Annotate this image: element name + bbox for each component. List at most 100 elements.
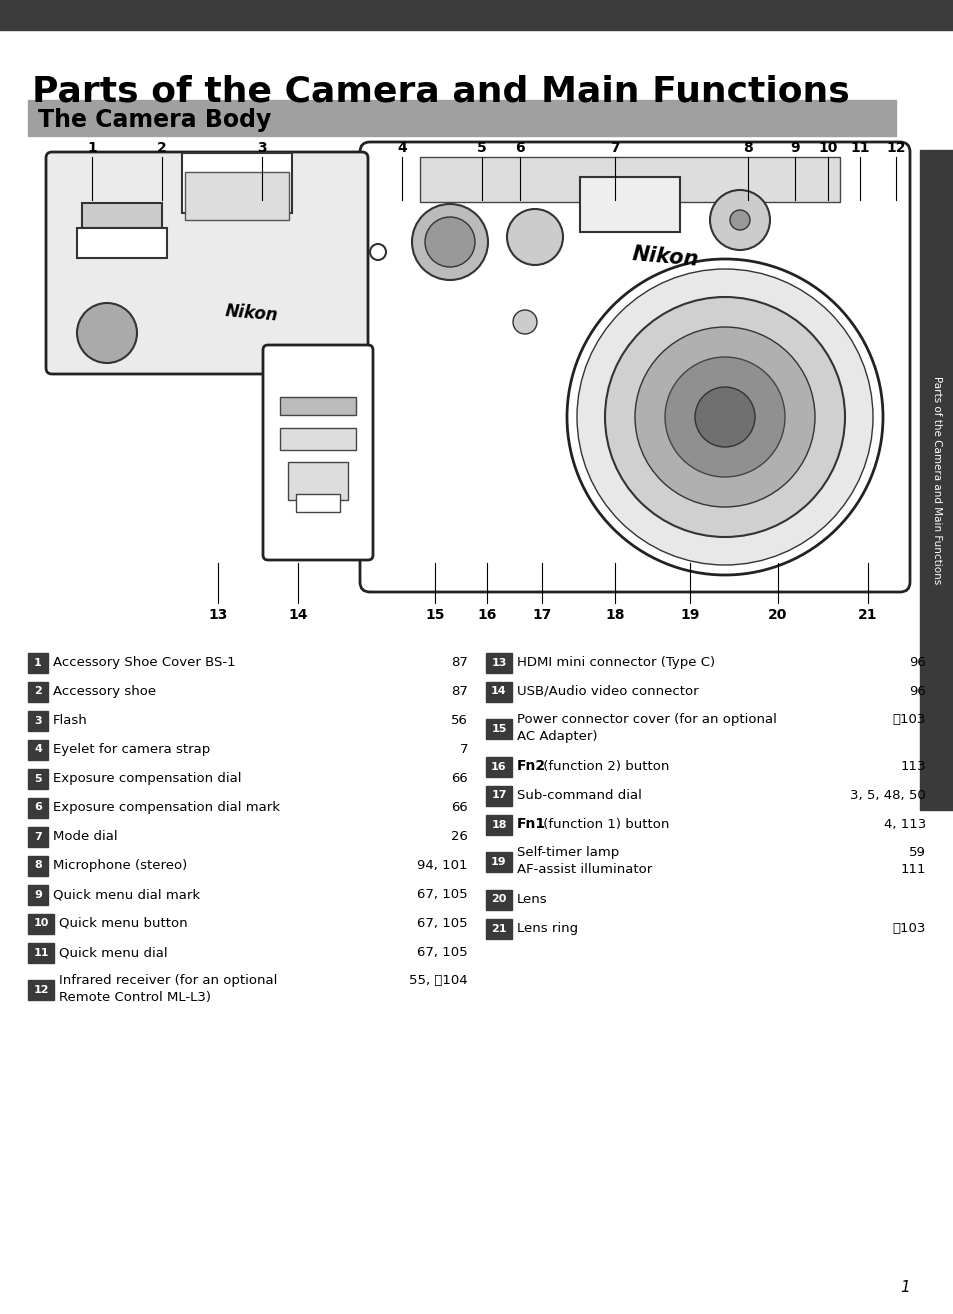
Bar [28, 942, 54, 962]
Bar [182, 152, 292, 213]
Text: Self-timer lamp: Self-timer lamp [517, 846, 618, 859]
Bar [28, 913, 54, 933]
Text: 67, 105: 67, 105 [416, 917, 468, 930]
Text: 3, 5, 48, 50: 3, 5, 48, 50 [849, 788, 925, 802]
Text: 5: 5 [476, 141, 486, 155]
Text: 113: 113 [900, 759, 925, 773]
Text: 8: 8 [742, 141, 752, 155]
Text: 10: 10 [33, 918, 49, 929]
Text: 7: 7 [34, 832, 42, 841]
Text: Lens: Lens [517, 894, 547, 905]
Circle shape [604, 297, 844, 537]
Text: Mode dial: Mode dial [53, 830, 117, 844]
Text: 6: 6 [34, 803, 42, 812]
Text: 1: 1 [900, 1280, 909, 1296]
Text: Lens ring: Lens ring [517, 922, 578, 936]
Bar [295, 494, 339, 512]
Text: 20: 20 [491, 895, 506, 904]
Bar [485, 682, 512, 702]
Text: The Camera Body: The Camera Body [38, 108, 271, 131]
Bar [28, 711, 48, 731]
Circle shape [506, 209, 562, 265]
Text: Nikon: Nikon [630, 244, 699, 269]
Bar [28, 884, 48, 904]
Text: 9: 9 [789, 141, 799, 155]
Text: 67, 105: 67, 105 [416, 888, 468, 901]
Text: 8: 8 [34, 861, 42, 870]
Bar [28, 980, 54, 1000]
Bar [28, 798, 48, 817]
Text: 21: 21 [491, 924, 506, 933]
Text: (function 1) button: (function 1) button [538, 819, 668, 830]
Text: Infrared receiver (for an optional: Infrared receiver (for an optional [59, 974, 277, 987]
Text: 18: 18 [604, 608, 624, 622]
Text: 9: 9 [34, 890, 42, 900]
Bar [82, 202, 162, 229]
Circle shape [635, 327, 814, 507]
Text: 111: 111 [900, 863, 925, 876]
Circle shape [729, 210, 749, 230]
Text: 14: 14 [288, 608, 308, 622]
Text: 13: 13 [491, 657, 506, 668]
Text: 11: 11 [849, 141, 869, 155]
Text: 18: 18 [491, 820, 506, 829]
Circle shape [513, 310, 537, 334]
Text: Nikon: Nikon [225, 302, 279, 325]
Bar [0, 0, 953, 30]
Text: Exposure compensation dial: Exposure compensation dial [53, 773, 241, 784]
Text: Sub-command dial: Sub-command dial [517, 788, 641, 802]
Circle shape [566, 259, 882, 576]
Text: 87: 87 [451, 685, 468, 698]
Text: Parts of the Camera and Main Functions: Parts of the Camera and Main Functions [32, 75, 849, 109]
Text: 15: 15 [425, 608, 444, 622]
Text: 21: 21 [858, 608, 877, 622]
Text: 19: 19 [491, 857, 506, 867]
Bar [419, 156, 840, 202]
Text: Accessory Shoe Cover BS-1: Accessory Shoe Cover BS-1 [53, 656, 235, 669]
Bar [579, 177, 679, 233]
Text: 17: 17 [491, 791, 506, 800]
Text: HDMI mini connector (Type C): HDMI mini connector (Type C) [517, 656, 715, 669]
Text: 12: 12 [33, 986, 49, 995]
Text: Power connector cover (for an optional: Power connector cover (for an optional [517, 714, 776, 727]
Bar [280, 428, 355, 449]
Text: 56: 56 [451, 714, 468, 727]
Text: 3: 3 [34, 716, 42, 725]
Text: 19: 19 [679, 608, 699, 622]
Text: 12: 12 [885, 141, 904, 155]
Bar [485, 851, 512, 872]
Text: Accessory shoe: Accessory shoe [53, 685, 156, 698]
Bar [485, 719, 512, 738]
Text: 96: 96 [908, 685, 925, 698]
Text: 4: 4 [34, 745, 42, 754]
Text: 87: 87 [451, 656, 468, 669]
Text: Eyelet for camera strap: Eyelet for camera strap [53, 742, 210, 756]
Bar [77, 229, 167, 258]
Text: 17: 17 [532, 608, 551, 622]
Circle shape [424, 217, 475, 267]
Text: Fn1: Fn1 [517, 817, 545, 832]
Bar [28, 740, 48, 759]
Text: 59: 59 [908, 846, 925, 859]
Text: (function 2) button: (function 2) button [538, 759, 668, 773]
Circle shape [664, 357, 784, 477]
Bar [28, 682, 48, 702]
Bar [485, 653, 512, 673]
Text: 15: 15 [491, 724, 506, 735]
Bar [485, 757, 512, 777]
Text: 👁103: 👁103 [892, 714, 925, 727]
Bar [28, 769, 48, 788]
Text: 14: 14 [491, 686, 506, 696]
Text: 94, 101: 94, 101 [417, 859, 468, 872]
Bar [288, 463, 348, 501]
Text: 1: 1 [34, 657, 42, 668]
Text: Quick menu button: Quick menu button [59, 917, 188, 930]
Bar [280, 397, 355, 415]
Text: 67, 105: 67, 105 [416, 946, 468, 959]
Circle shape [77, 304, 137, 363]
Text: 26: 26 [451, 830, 468, 844]
Text: 11: 11 [33, 947, 49, 958]
Text: Quick menu dial mark: Quick menu dial mark [53, 888, 200, 901]
Bar [28, 827, 48, 846]
Bar [485, 786, 512, 805]
